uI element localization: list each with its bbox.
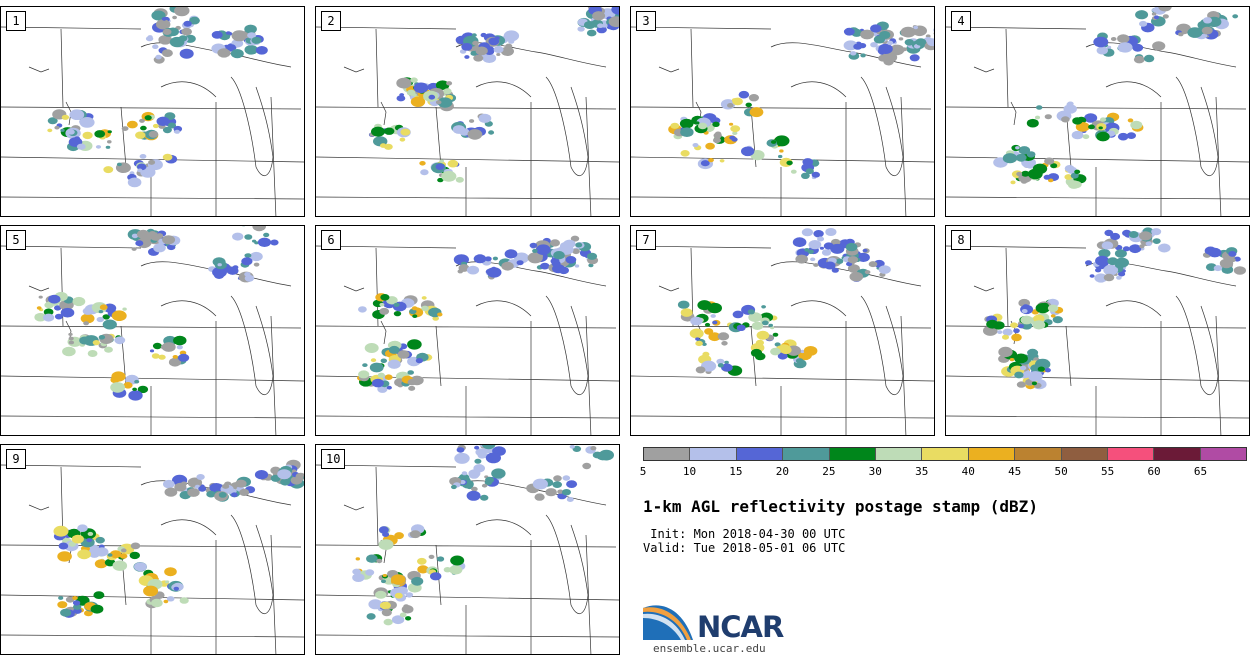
- figure-title: 1-km AGL reflectivity postage stamp (dBZ…: [643, 497, 1038, 516]
- ncar-logo-text: NCAR: [697, 610, 784, 644]
- logo-url: ensemble.ucar.edu: [653, 642, 766, 655]
- map-panel-8: 8: [945, 225, 1250, 436]
- colorbar-tick-label: 45: [1008, 465, 1022, 478]
- colorbar-ticks: 5 10 15 20 25 30 35 40 45 50 55 60 65: [639, 465, 1247, 479]
- panel-label: 6: [321, 230, 341, 250]
- colorbar-segment: [644, 448, 691, 460]
- map-panel-1: 1: [0, 6, 305, 217]
- colorbar-tick-label: 35: [915, 465, 929, 478]
- colorbar-segment: [875, 448, 923, 460]
- colorbar-segment: [829, 448, 876, 460]
- colorbar-tick-label: 5: [639, 465, 647, 478]
- colorbar-tick-label: 50: [1054, 465, 1068, 478]
- colorbar-segment: [968, 448, 1016, 460]
- colorbar-segment: [736, 448, 784, 460]
- map-panel-6: 6: [315, 225, 620, 436]
- colorbar-segment: [1061, 448, 1108, 460]
- colorbar-segment: [1107, 448, 1155, 460]
- panel-label: 4: [951, 11, 971, 31]
- ncar-logo-icon: [643, 605, 693, 640]
- map-panel-4: 4: [945, 6, 1250, 217]
- colorbar-tick-label: 60: [1147, 465, 1161, 478]
- init-time: Init: Mon 2018-04-30 00 UTC: [643, 527, 846, 541]
- colorbar-tick-label: 65: [1193, 465, 1208, 478]
- colorbar-tick-label: 10: [682, 465, 697, 478]
- map-panel-5: 5: [0, 225, 305, 436]
- map-panel-9: 9: [0, 444, 305, 655]
- colorbar-tick-label: 25: [822, 465, 836, 478]
- colorbar: [643, 447, 1247, 461]
- panel-label: 7: [636, 230, 656, 250]
- colorbar-segment: [1200, 448, 1247, 460]
- colorbar-tick-label: 20: [775, 465, 789, 478]
- colorbar-tick-label: 15: [729, 465, 743, 478]
- colorbar-segment: [922, 448, 969, 460]
- panel-label: 9: [6, 449, 26, 469]
- colorbar-tick-label: 30: [868, 465, 882, 478]
- colorbar-segment: [1015, 448, 1062, 460]
- panel-label: 8: [951, 230, 971, 250]
- map-panel-7: 7: [630, 225, 935, 436]
- panel-label: 3: [636, 11, 656, 31]
- colorbar-segment: [783, 448, 830, 460]
- map-panel-3: 3: [630, 6, 935, 217]
- colorbar-segment: [690, 448, 737, 460]
- map-panel-2: 2: [315, 6, 620, 217]
- panel-label: 1: [6, 11, 26, 31]
- colorbar-tick-label: 40: [961, 465, 975, 478]
- colorbar-segment: [1154, 448, 1201, 460]
- panel-label: 2: [321, 11, 341, 31]
- colorbar-tick-label: 55: [1100, 465, 1115, 478]
- panel-label: 5: [6, 230, 26, 250]
- map-panel-10: 10: [315, 444, 620, 655]
- valid-time: Valid: Tue 2018-05-01 06 UTC: [643, 541, 846, 555]
- panel-label: 10: [321, 449, 346, 469]
